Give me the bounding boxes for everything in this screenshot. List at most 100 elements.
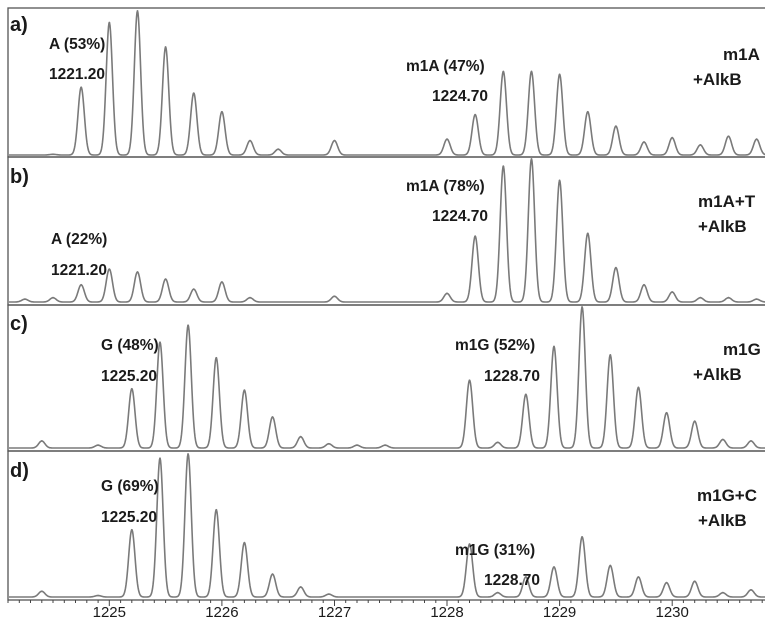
panel-b-peak2-name: m1A (78%) [406,178,485,195]
panel-d-peak2-name: m1G (31%) [455,542,535,559]
panel-d-peak-9 [299,586,302,588]
panel-c-letter: c) [10,313,28,335]
panel-b-peak-11 [446,292,448,295]
panel-a-frame [7,7,765,158]
panel-d-peak-17 [637,576,640,578]
panel-c-peak-2 [97,444,99,447]
panel-a-condition-line2: +AlkB [693,70,742,89]
panel-c-trace-layer [8,306,765,449]
panel-c: c) G (48%) 1225.20 m1G (52%) 1228.70 m1G… [7,304,765,452]
panel-d-peak-13 [524,576,527,578]
panel-b-condition-line2: +AlkB [698,217,747,236]
panel-a-peak-21 [727,135,730,138]
panel-b-trace-layer [8,158,765,303]
x-tick-label-1227: 1227 [318,604,351,620]
panel-a-peak-14 [530,70,533,73]
x-tick-label-1225: 1225 [93,604,126,620]
panel-b-peak-13 [502,165,505,168]
panel-a-peak-18 [643,141,645,143]
panel-a-peak-10 [333,139,336,142]
panel-b-peak-3 [80,283,83,286]
panel-a-peak-15 [558,73,561,76]
panel-a-condition-line1: m1A [723,45,760,64]
panel-d-peak-5 [187,453,190,455]
panel-d-peak-11 [468,543,471,545]
panel-d-peak-8 [271,573,274,575]
panel-c-peak2-name: m1G (52%) [455,337,535,354]
panel-b-peak-1 [24,298,26,300]
panel-c-peak2-value: 1228.70 [484,368,540,385]
panel-b-peak-4 [108,268,111,270]
panel-c-peak-15 [524,393,527,396]
panel-b-peak1-value: 1221.20 [51,262,107,279]
panel-c-peak-4 [159,341,161,344]
panel-b-peak-5 [136,271,139,273]
panel-c-peak-23 [750,440,752,442]
panel-c-condition-line1: m1G [723,340,761,359]
panel-a-peak-13 [502,70,505,73]
panel-c-peak-5 [187,324,190,327]
panel-b-peak-17 [615,266,617,269]
panel-c-peak-9 [299,435,302,438]
panel-b: b) A (22%) 1221.20 m1A (78%) 1224.70 m1A… [7,156,765,306]
panel-a-peak-9 [277,148,280,151]
panel-c-peak-18 [609,354,612,356]
panel-d: d) G (69%) 1225.20 m1G (31%) 1228.70 m1G… [7,450,765,601]
panel-d-peak-18 [665,581,668,584]
panel-d-peak-4 [159,457,161,460]
panel-c-peak-12 [384,444,386,447]
panel-b-peak-10 [333,295,336,298]
panel-b-condition-line1: m1A+T [698,192,756,211]
panel-a: a) A (53%) 1221.20 m1A (47%) 1224.70 m1A… [7,7,765,158]
panel-d-peak-15 [581,536,583,538]
panel-c-peak-17 [581,306,583,308]
panel-d-frame [7,450,765,601]
panel-b-peak-15 [558,179,561,182]
panel-a-trace-layer [8,10,765,156]
panel-d-peak-10 [327,593,330,595]
panel-d-peak-19 [693,580,696,583]
x-tick-label-1226: 1226 [205,604,238,620]
panel-c-peak-14 [496,441,499,444]
x-axis: 1225 1226 1227 1228 1229 1230 [7,600,763,620]
panel-a-peak-2 [80,86,83,89]
panel-b-peak-2 [52,296,54,299]
panel-b-peak-9 [249,296,251,299]
panel-b-letter: b) [10,166,29,188]
panel-d-peak1-value: 1225.20 [101,509,157,526]
panel-b-peak-6 [164,278,167,280]
panel-a-peak-6 [192,92,195,94]
panel-b-spectrum-line [8,158,765,303]
panel-a-peak-17 [615,125,617,128]
panel-c-peak-19 [637,386,640,389]
panel-d-peak-12 [496,591,499,594]
panel-a-peak1-name: A (53%) [49,36,105,53]
panel-a-spectrum-line [8,10,765,156]
panel-c-peak-7 [243,389,246,392]
panel-d-peak-3 [130,528,133,531]
panel-b-peak-21 [727,296,730,299]
panel-a-peak-12 [474,113,477,116]
panel-b-peak1-name: A (22%) [51,231,107,248]
panel-b-peak-20 [699,296,702,299]
panel-c-peak-10 [327,442,330,445]
panel-c-peak-20 [665,411,668,414]
panel-b-peak-16 [586,232,589,235]
panel-a-peak2-name: m1A (47%) [406,58,485,75]
panel-b-peak-18 [643,283,645,286]
panel-d-condition-line1: m1G+C [697,486,757,505]
panel-d-peak-14 [553,566,555,568]
panel-d-peak-1 [40,590,43,593]
panel-d-peak1-name: G (69%) [101,478,159,495]
panel-b-peak-14 [530,158,533,160]
panel-a-peak-19 [671,136,674,139]
panel-a-peak-16 [586,110,589,113]
x-tick-label-1229: 1229 [543,604,576,620]
panel-a-letter: a) [10,14,28,36]
panel-c-condition-line2: +AlkB [693,365,742,384]
panel-c-peak-1 [40,440,43,442]
panel-d-letter: d) [10,460,29,482]
panel-d-peak-6 [215,508,218,511]
panel-d-peak-21 [750,589,752,591]
